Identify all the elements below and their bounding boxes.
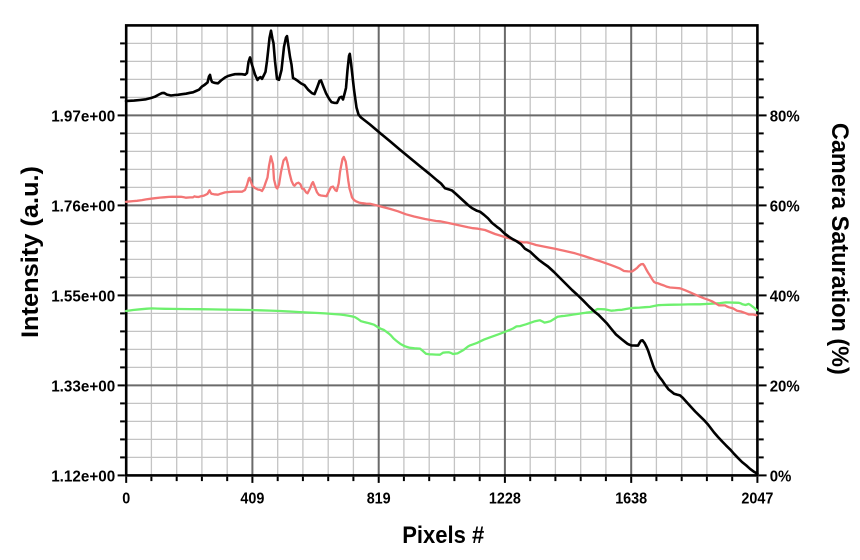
svg-text:1228: 1228 bbox=[489, 491, 521, 508]
svg-text:40%: 40% bbox=[770, 289, 800, 306]
svg-text:60%: 60% bbox=[770, 199, 800, 216]
svg-text:Intensity (a.u.): Intensity (a.u.) bbox=[17, 166, 44, 338]
svg-text:Pixels #: Pixels # bbox=[402, 522, 484, 549]
svg-text:1.97e+00: 1.97e+00 bbox=[51, 109, 115, 126]
svg-text:80%: 80% bbox=[770, 109, 800, 126]
svg-text:819: 819 bbox=[367, 491, 391, 508]
svg-text:1638: 1638 bbox=[615, 491, 647, 508]
svg-text:409: 409 bbox=[240, 491, 264, 508]
svg-text:1.76e+00: 1.76e+00 bbox=[51, 199, 115, 216]
svg-text:1.55e+00: 1.55e+00 bbox=[51, 289, 115, 306]
svg-text:0: 0 bbox=[122, 491, 130, 508]
svg-text:1.33e+00: 1.33e+00 bbox=[51, 379, 115, 396]
svg-text:1.12e+00: 1.12e+00 bbox=[51, 469, 115, 486]
svg-text:2047: 2047 bbox=[741, 491, 773, 508]
svg-text:20%: 20% bbox=[770, 379, 800, 396]
svg-text:Camera Saturation (%): Camera Saturation (%) bbox=[826, 123, 853, 375]
svg-text:0%: 0% bbox=[770, 469, 792, 486]
